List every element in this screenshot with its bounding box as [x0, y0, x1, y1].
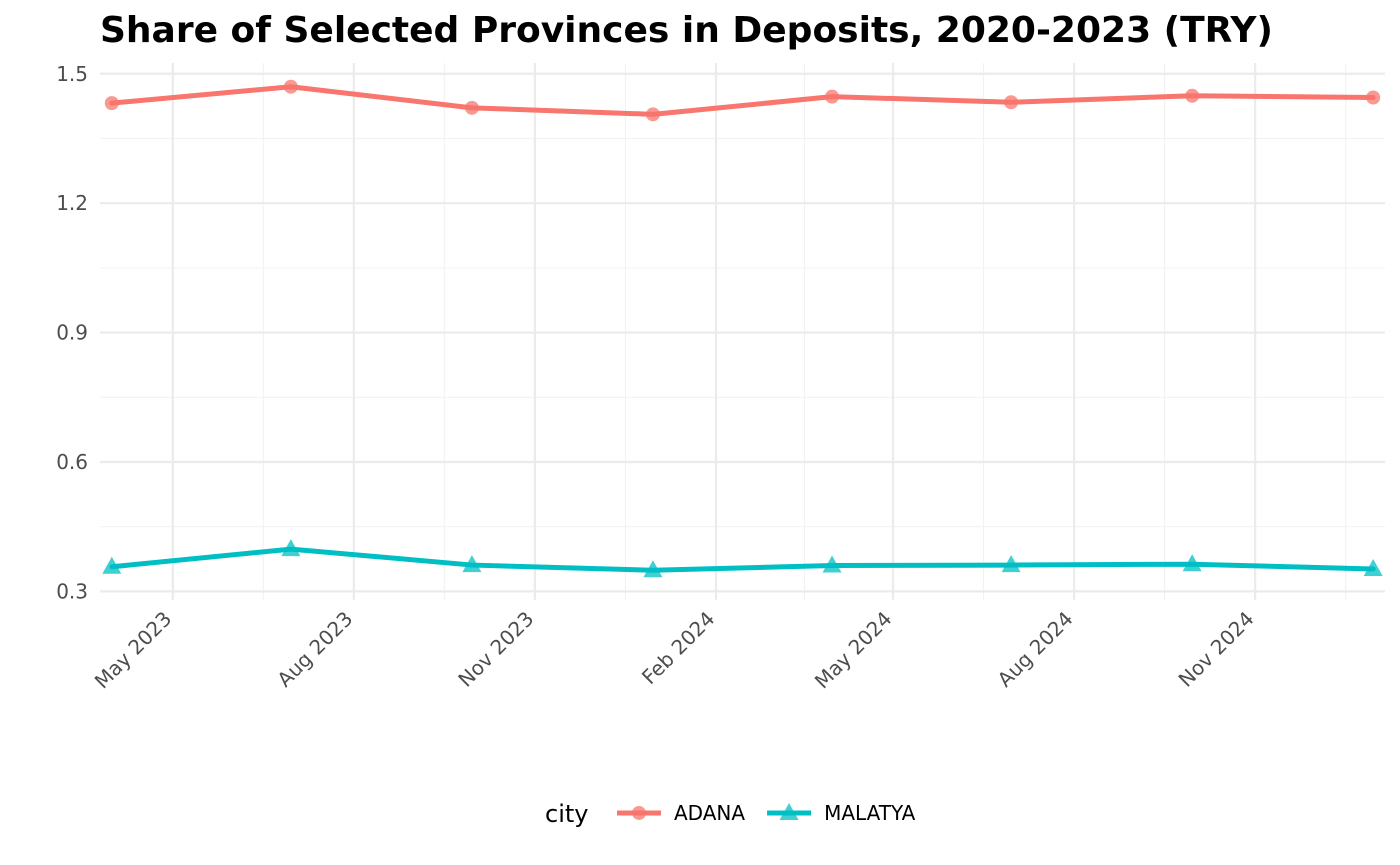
series-lines: [109, 84, 1376, 573]
data-point-adana: [825, 89, 840, 104]
major-gridlines: [100, 63, 1385, 600]
series-line-adana: [109, 84, 1376, 117]
x-tick-label: Aug 2023: [272, 607, 357, 692]
legend-items: ADANA MALATYA: [617, 801, 916, 825]
x-tick-label: Nov 2023: [453, 607, 538, 692]
legend-label-malatya: MALATYA: [824, 801, 916, 825]
y-axis-ticks: 0.3 0.6 0.9 1.2 1.5: [56, 62, 88, 604]
data-point-adana: [283, 79, 298, 94]
x-tick-label: Feb 2024: [637, 607, 719, 689]
x-axis-ticks: May 2023 Aug 2023 Nov 2023 Feb 2024 May 2024…: [90, 607, 1259, 694]
y-tick-label: 1.5: [56, 62, 88, 86]
data-point-malatya: [822, 555, 842, 573]
data-point-malatya: [281, 539, 301, 557]
x-tick-label: May 2024: [810, 607, 897, 694]
y-tick-label: 0.9: [56, 321, 88, 345]
chart-title: Share of Selected Provinces in Deposits,…: [100, 10, 1273, 51]
y-tick-label: 0.3: [56, 579, 88, 603]
legend: city ADANA MALATYA: [545, 800, 916, 828]
data-point-malatya: [1001, 555, 1021, 573]
data-point-adana: [1366, 90, 1381, 105]
data-point-adana: [1185, 88, 1200, 103]
data-point-malatya: [1182, 554, 1202, 572]
data-point-adana: [464, 100, 479, 115]
x-tick-label: Aug 2024: [993, 607, 1078, 692]
data-point-malatya: [1363, 558, 1383, 576]
data-point-adana: [104, 96, 119, 111]
y-tick-label: 0.6: [56, 450, 88, 474]
data-point-malatya: [462, 555, 482, 573]
data-point-adana: [1004, 95, 1019, 110]
legend-key-marker-malatya: [779, 803, 799, 820]
x-tick-label: May 2023: [90, 607, 177, 694]
legend-key-marker-adana: [632, 806, 646, 820]
data-point-adana: [645, 107, 660, 122]
legend-label-adana: ADANA: [674, 801, 745, 825]
series-line-malatya: [109, 546, 1376, 573]
legend-title: city: [545, 800, 588, 828]
y-tick-label: 1.2: [56, 191, 88, 215]
data-point-malatya: [643, 560, 663, 578]
x-tick-label: Nov 2024: [1174, 607, 1259, 692]
data-point-malatya: [102, 556, 122, 574]
series-points: [102, 79, 1383, 578]
